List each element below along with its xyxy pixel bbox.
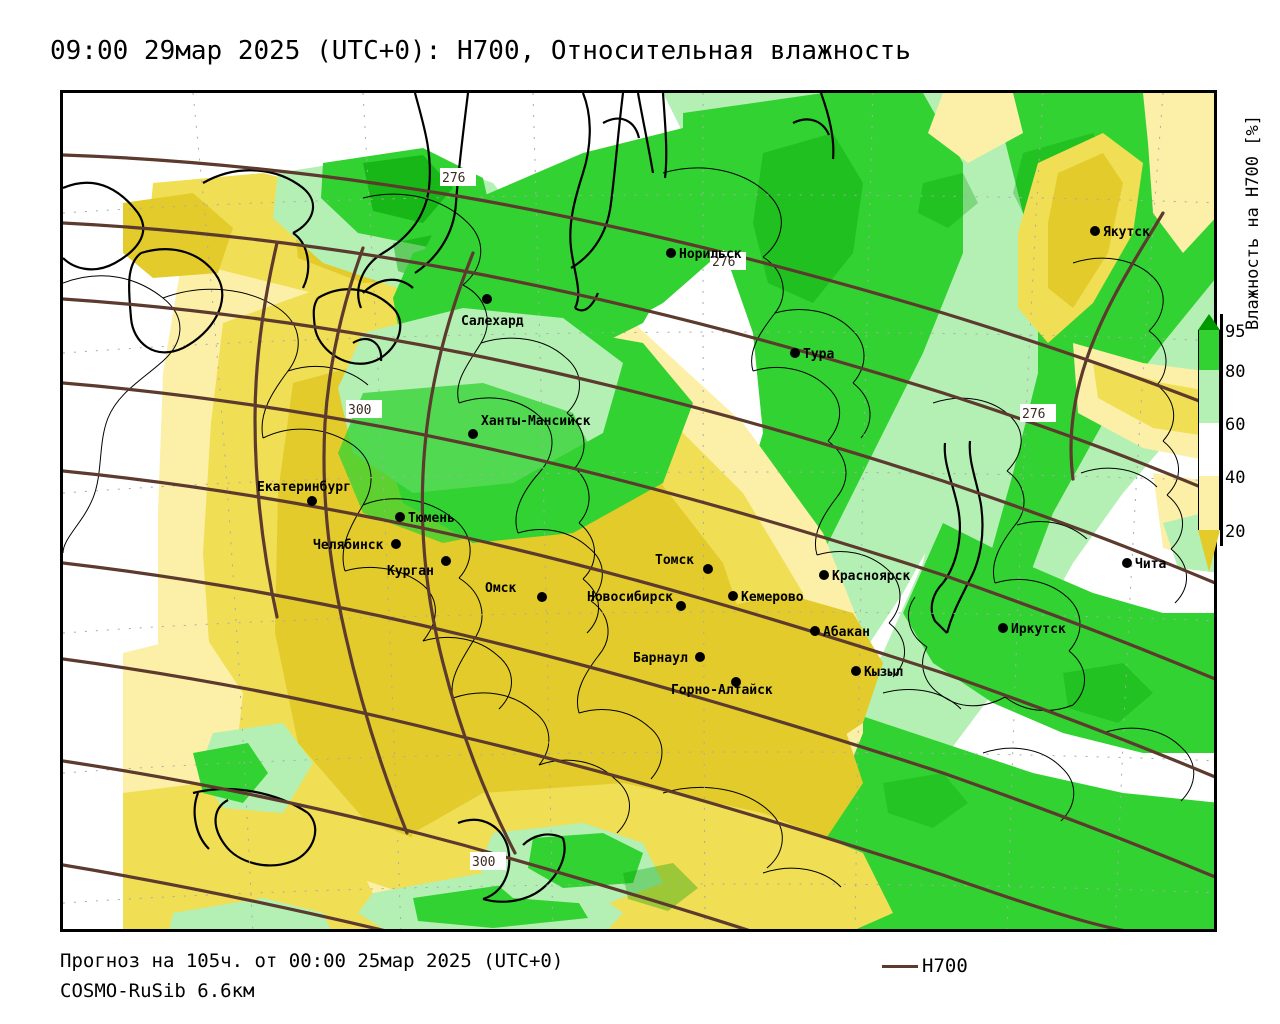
model-name-line: COSMO-RuSib 6.6км: [60, 980, 255, 1002]
city-dot: [537, 592, 547, 602]
city-dot: [441, 556, 451, 566]
city-dot: [395, 512, 405, 522]
colorbar-tick-80: 80: [1225, 362, 1246, 382]
colorbar-tick-60: 60: [1225, 415, 1246, 435]
city-dot: [998, 623, 1008, 633]
city-label: Якутск: [1103, 225, 1150, 240]
city-dot: [703, 564, 713, 574]
city-label: Абакан: [823, 625, 870, 640]
city-label: Тюмень: [408, 511, 455, 526]
city-dot: [307, 496, 317, 506]
colorbar-tick-20: 20: [1225, 522, 1246, 542]
city-label: Красноярск: [832, 569, 910, 584]
city-label: Томск: [655, 553, 694, 568]
h700-legend-line-icon: [882, 965, 918, 968]
colorbar-axis-label: Влажность на H700 [%]: [1243, 115, 1263, 330]
colorbar-seg-60-80: [1198, 370, 1220, 423]
city-dot: [1122, 558, 1132, 568]
city-dot: [391, 539, 401, 549]
city-label: Горно-Алтайск: [671, 683, 773, 698]
city-label: Чита: [1135, 557, 1166, 572]
h700-legend-label: H700: [922, 955, 968, 977]
colorbar-axis: [1220, 314, 1223, 546]
city-label: Курган: [387, 564, 434, 579]
city-dot: [819, 570, 829, 580]
city-label: Челябинск: [313, 538, 384, 553]
page-title: 09:00 29мар 2025 (UTC+0): H700, Относите…: [50, 36, 911, 66]
contour-label: 300: [348, 403, 371, 418]
h700-contours: [63, 153, 1214, 929]
colorbar-under-min: [1198, 530, 1220, 572]
colorbar-seg-40-60: [1198, 423, 1220, 476]
city-dot: [851, 666, 861, 676]
city-label: Кемерово: [741, 590, 804, 605]
city-dot: [790, 348, 800, 358]
city-label: Иркутск: [1011, 622, 1066, 637]
city-label: Салехард: [461, 314, 524, 329]
city-dot: [1090, 226, 1100, 236]
humidity-field: [123, 93, 1214, 929]
city-dot: [731, 677, 741, 687]
coastlines: [63, 93, 984, 903]
city-label: Норильск: [679, 247, 742, 262]
city-label: Барнаул: [633, 651, 688, 666]
city-dot: [728, 591, 738, 601]
forecast-info-line: Прогноз на 105ч. от 00:00 25мар 2025 (UT…: [60, 950, 564, 972]
city-dot: [695, 652, 705, 662]
colorbar-tick-40: 40: [1225, 468, 1246, 488]
map-canvas: 276 276 276 300 300 Якутск: [63, 93, 1214, 929]
city-label: Екатеринбург: [257, 480, 351, 495]
weather-map: 276 276 276 300 300 Якутск: [60, 90, 1217, 932]
admin-borders: [63, 167, 1195, 888]
graticule: [63, 93, 1214, 929]
colorbar-over-max: [1198, 314, 1220, 330]
city-dot: [810, 626, 820, 636]
city-label: Новосибирск: [587, 590, 673, 605]
city-label: Тура: [803, 347, 834, 362]
city-markers: Якутск Норильск Салехард Тура Ханты-Манс…: [257, 225, 1166, 698]
contour-label: 300: [472, 855, 495, 870]
city-dot: [676, 601, 686, 611]
city-dot: [468, 429, 478, 439]
city-label: Кызыл: [864, 665, 903, 680]
city-dot: [482, 294, 492, 304]
colorbar-seg-80-95: [1198, 330, 1220, 370]
colorbar-seg-20-40: [1198, 476, 1220, 530]
contour-label: 276: [1022, 407, 1045, 422]
contour-label: 276: [712, 255, 735, 270]
colorbar: [1198, 314, 1220, 572]
city-label: Ханты-Мансийск: [481, 414, 591, 429]
contour-label: 276: [442, 171, 465, 186]
city-dot: [666, 248, 676, 258]
city-label: Омск: [485, 581, 516, 596]
contour-labels: 276 276 276 300 300: [346, 168, 1056, 870]
colorbar-tick-95: 95: [1225, 322, 1246, 342]
